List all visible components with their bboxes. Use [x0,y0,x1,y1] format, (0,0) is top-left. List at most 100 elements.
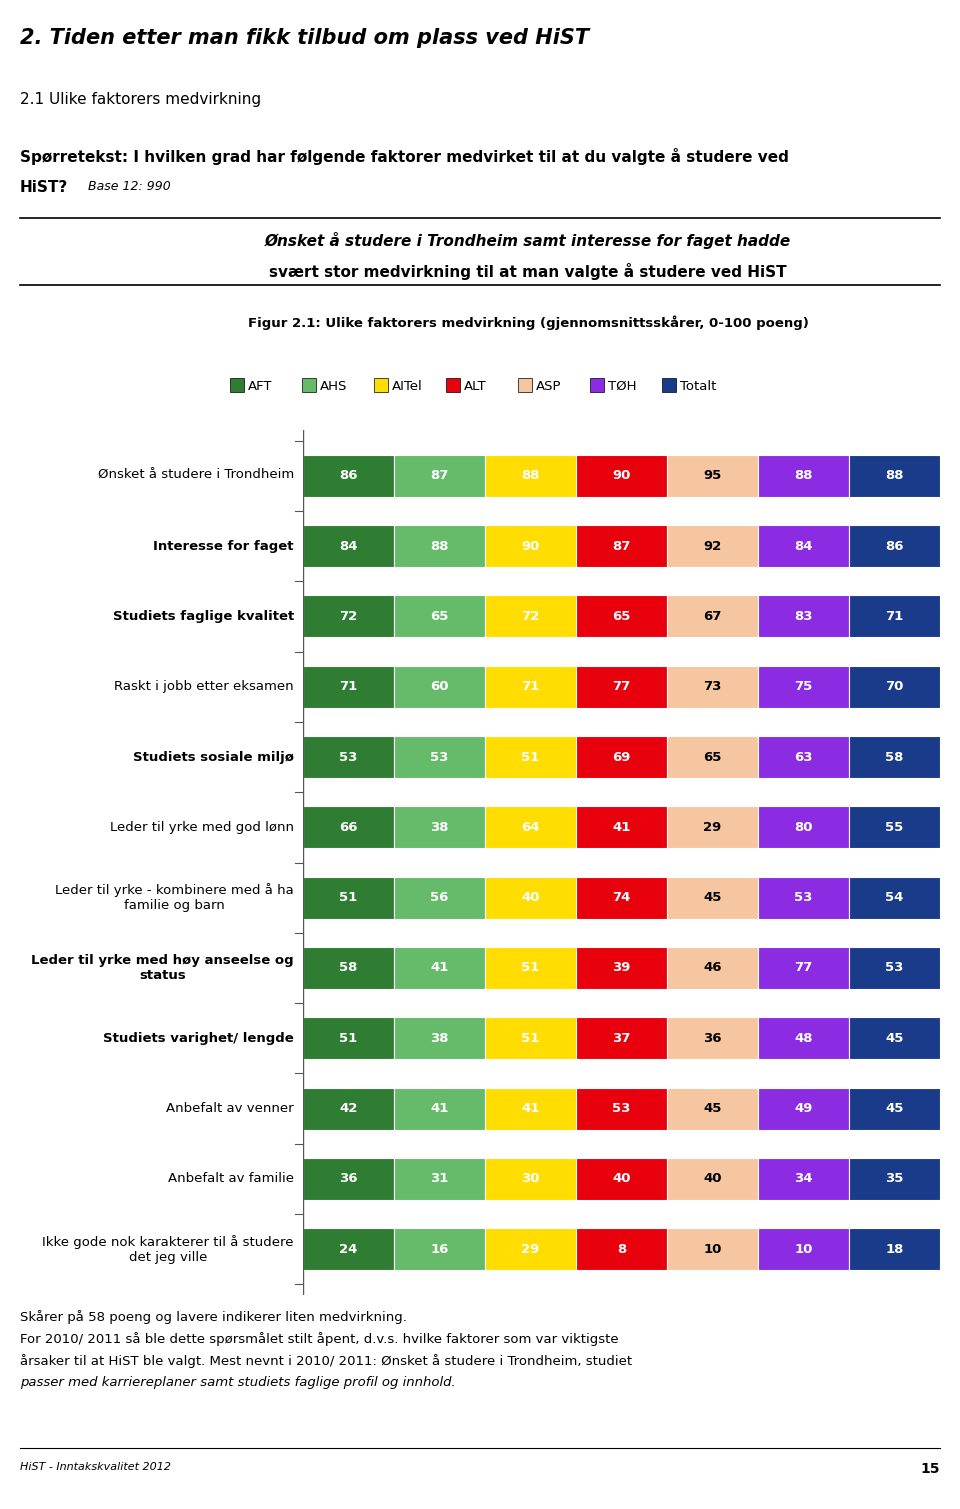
Bar [576,877,667,919]
Text: AHS: AHS [320,379,348,392]
Bar [667,946,758,988]
Text: 87: 87 [612,540,631,552]
Bar [303,946,394,988]
Text: Leder til yrke - kombinere med å ha
familie og barn: Leder til yrke - kombinere med å ha fami… [55,883,294,911]
Bar [849,877,940,919]
Bar [394,1088,485,1130]
Bar [394,736,485,779]
Text: 31: 31 [430,1172,448,1186]
Text: 88: 88 [794,469,813,483]
Text: Skårer på 58 poeng og lavere indikerer liten medvirkning.: Skårer på 58 poeng og lavere indikerer l… [20,1310,407,1323]
Text: 77: 77 [612,681,631,693]
Text: 45: 45 [704,1102,722,1115]
Bar [758,1088,849,1130]
Bar [849,595,940,637]
Text: 36: 36 [339,1172,358,1186]
Bar [394,665,485,708]
Text: 45: 45 [885,1032,903,1044]
Text: 84: 84 [794,540,813,552]
Text: 88: 88 [430,540,448,552]
Bar [667,525,758,567]
Text: For 2010/ 2011 så ble dette spørsmålet stilt åpent, d.v.s. hvilke faktorer som v: For 2010/ 2011 så ble dette spørsmålet s… [20,1332,618,1346]
Bar [576,736,667,779]
Text: 90: 90 [521,540,540,552]
Text: Anbefalt av venner: Anbefalt av venner [166,1102,294,1115]
Text: 2. Tiden etter man fikk tilbud om plass ved HiST: 2. Tiden etter man fikk tilbud om plass … [20,29,589,48]
Bar [485,877,576,919]
Text: 39: 39 [612,961,631,975]
Bar [303,665,394,708]
Bar [576,1157,667,1200]
Bar [758,736,849,779]
Bar [576,1017,667,1059]
Text: Interesse for faget: Interesse for faget [154,540,294,552]
Text: 71: 71 [521,681,540,693]
Text: 90: 90 [612,469,631,483]
Bar [667,1017,758,1059]
Text: 40: 40 [704,1172,722,1186]
Text: 95: 95 [704,469,722,483]
Bar [303,736,394,779]
Text: AFT: AFT [248,379,273,392]
Bar [303,1017,394,1059]
Text: Spørretekst: I hvilken grad har følgende faktorer medvirket til at du valgte å s: Spørretekst: I hvilken grad har følgende… [20,148,789,164]
Bar [576,806,667,848]
Bar [394,877,485,919]
Text: 86: 86 [885,540,903,552]
Text: 53: 53 [612,1102,631,1115]
Text: TØH: TØH [608,379,636,392]
Bar [576,454,667,496]
Bar [485,1157,576,1200]
Text: 24: 24 [339,1243,358,1255]
Text: 38: 38 [430,1032,448,1044]
Text: 48: 48 [794,1032,813,1044]
Bar [758,665,849,708]
Text: 53: 53 [794,892,813,904]
Text: 86: 86 [339,469,358,483]
Bar [576,1228,667,1271]
Text: Studiets varighet/ lengde: Studiets varighet/ lengde [103,1032,294,1044]
Bar [303,1088,394,1130]
Text: 18: 18 [885,1243,903,1255]
Bar [576,525,667,567]
Text: 77: 77 [794,961,812,975]
Bar [849,806,940,848]
Bar [394,1017,485,1059]
Bar [667,1157,758,1200]
Text: 56: 56 [430,892,448,904]
Bar [667,877,758,919]
Text: Raskt i jobb etter eksamen: Raskt i jobb etter eksamen [114,681,294,693]
Text: Studiets sosiale miljø: Studiets sosiale miljø [132,750,294,764]
Bar [849,1088,940,1130]
Text: 53: 53 [339,750,358,764]
Bar [394,454,485,496]
Text: passer med karriereplaner samt studiets faglige profil og innhold.: passer med karriereplaner samt studiets … [20,1376,456,1388]
Text: HiST - Inntakskvalitet 2012: HiST - Inntakskvalitet 2012 [20,1462,171,1471]
Text: 41: 41 [430,961,448,975]
Text: AITel: AITel [392,379,422,392]
Text: 16: 16 [430,1243,448,1255]
Text: 72: 72 [340,610,358,623]
Bar [576,946,667,988]
Text: 80: 80 [794,821,813,834]
Text: Leder til yrke med høy anseelse og
status: Leder til yrke med høy anseelse og statu… [32,954,294,982]
Bar [394,1228,485,1271]
Text: 54: 54 [885,892,903,904]
Text: 51: 51 [340,1032,358,1044]
Bar [758,877,849,919]
Bar [485,806,576,848]
Text: 74: 74 [612,892,631,904]
Bar [303,1157,394,1200]
Bar [576,665,667,708]
Text: Anbefalt av familie: Anbefalt av familie [168,1172,294,1186]
Text: 41: 41 [521,1102,540,1115]
Text: ASP: ASP [536,379,562,392]
Text: 29: 29 [521,1243,540,1255]
Text: 55: 55 [885,821,903,834]
Text: 88: 88 [521,469,540,483]
Bar [667,665,758,708]
Text: Leder til yrke med god lønn: Leder til yrke med god lønn [109,821,294,834]
Bar [849,454,940,496]
Text: 51: 51 [521,1032,540,1044]
Text: 2.1 Ulike faktorers medvirkning: 2.1 Ulike faktorers medvirkning [20,92,261,107]
